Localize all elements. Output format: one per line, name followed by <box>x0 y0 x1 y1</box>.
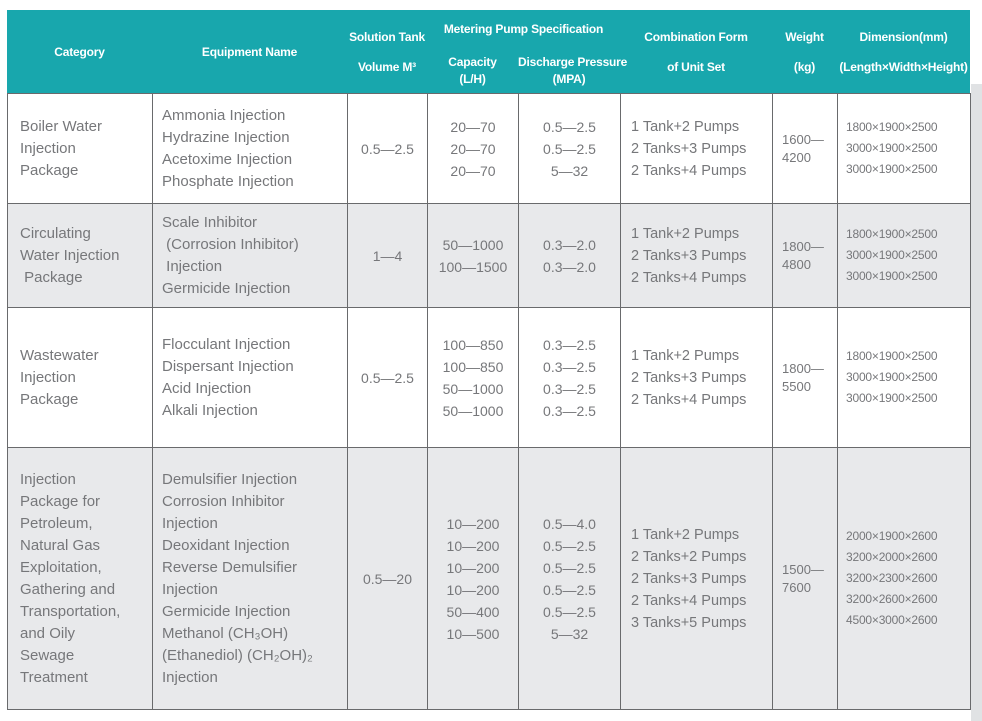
cell-equipment-name: Demulsifier Injection Corrosion Inhibito… <box>152 447 348 710</box>
cell-combination-form: 1 Tank+2 Pumps 2 Tanks+3 Pumps 2 Tanks+4… <box>620 203 773 308</box>
table-header: Category Equipment Name Solution Tank Vo… <box>7 10 971 93</box>
col-header-dimension: Dimension(mm) (Length×Width×Height) <box>837 10 971 93</box>
cell-capacity: 20—70 20—70 20—70 <box>427 93 519 204</box>
cell-category: Injection Package for Petroleum, Natural… <box>7 447 153 710</box>
col-header-equipment-name: Equipment Name <box>152 10 347 93</box>
cell-equipment-name: Scale Inhibitor (Corrosion Inhibitor) In… <box>152 203 348 308</box>
cell-dimension: 1800×1900×2500 3000×1900×2500 3000×1900×… <box>837 203 971 308</box>
cell-discharge-pressure: 0.5—4.0 0.5—2.5 0.5—2.5 0.5—2.5 0.5—2.5 … <box>518 447 621 710</box>
cell-tank-volume: 0.5—2.5 <box>347 307 428 448</box>
cell-category: Wastewater Injection Package <box>7 307 153 448</box>
cell-category: Circulating Water Injection Package <box>7 203 153 308</box>
cell-weight: 1500— 7600 <box>772 447 838 710</box>
right-gray-band <box>971 84 982 721</box>
cell-weight: 1800— 5500 <box>772 307 838 448</box>
col-header-combination-form: Combination Form of Unit Set <box>620 10 773 93</box>
cell-combination-form: 1 Tank+2 Pumps 2 Tanks+2 Pumps 2 Tanks+3… <box>620 447 773 710</box>
cell-equipment-name: Flocculant Injection Dispersant Injectio… <box>152 307 348 448</box>
cell-discharge-pressure: 0.5—2.5 0.5—2.5 5—32 <box>518 93 621 204</box>
cell-dimension: 1800×1900×2500 3000×1900×2500 3000×1900×… <box>837 307 971 448</box>
cell-capacity: 50—1000 100—1500 <box>427 203 519 308</box>
col-header-category: Category <box>7 10 152 93</box>
table-row-circulating-water: Circulating Water Injection Package Scal… <box>7 203 971 308</box>
cell-capacity: 10—200 10—200 10—200 10—200 50—400 10—50… <box>427 447 519 710</box>
cell-tank-volume: 1—4 <box>347 203 428 308</box>
table-row-wastewater: Wastewater Injection Package Flocculant … <box>7 307 971 448</box>
cell-dimension: 2000×1900×2600 3200×2000×2600 3200×2300×… <box>837 447 971 710</box>
cell-dimension: 1800×1900×2500 3000×1900×2500 3000×1900×… <box>837 93 971 204</box>
col-header-solution-tank-volume: Solution Tank Volume M³ <box>347 10 427 93</box>
table-row-boiler-water: Boiler Water Injection Package Ammonia I… <box>7 93 971 204</box>
col-header-discharge-pressure: Discharge Pressure (MPA) <box>518 48 627 93</box>
cell-weight: 1600— 4200 <box>772 93 838 204</box>
cell-tank-volume: 0.5—20 <box>347 447 428 710</box>
cell-discharge-pressure: 0.3—2.0 0.3—2.0 <box>518 203 621 308</box>
equipment-spec-table: Category Equipment Name Solution Tank Vo… <box>7 10 971 710</box>
table-row-petroleum-injection: Injection Package for Petroleum, Natural… <box>7 447 971 710</box>
col-header-metering-pump-spec: Metering Pump Specification <box>427 10 621 48</box>
cell-discharge-pressure: 0.3—2.5 0.3—2.5 0.3—2.5 0.3—2.5 <box>518 307 621 448</box>
cell-combination-form: 1 Tank+2 Pumps 2 Tanks+3 Pumps 2 Tanks+4… <box>620 93 773 204</box>
cell-equipment-name: Ammonia Injection Hydrazine Injection Ac… <box>152 93 348 204</box>
col-header-capacity: Capacity (L/H) <box>427 48 518 93</box>
cell-combination-form: 1 Tank+2 Pumps 2 Tanks+3 Pumps 2 Tanks+4… <box>620 307 773 448</box>
col-header-weight: Weight (kg) <box>772 10 838 93</box>
cell-capacity: 100—850 100—850 50—1000 50—1000 <box>427 307 519 448</box>
cell-category: Boiler Water Injection Package <box>7 93 153 204</box>
table-body: Boiler Water Injection Package Ammonia I… <box>7 93 971 710</box>
cell-tank-volume: 0.5—2.5 <box>347 93 428 204</box>
cell-weight: 1800— 4800 <box>772 203 838 308</box>
